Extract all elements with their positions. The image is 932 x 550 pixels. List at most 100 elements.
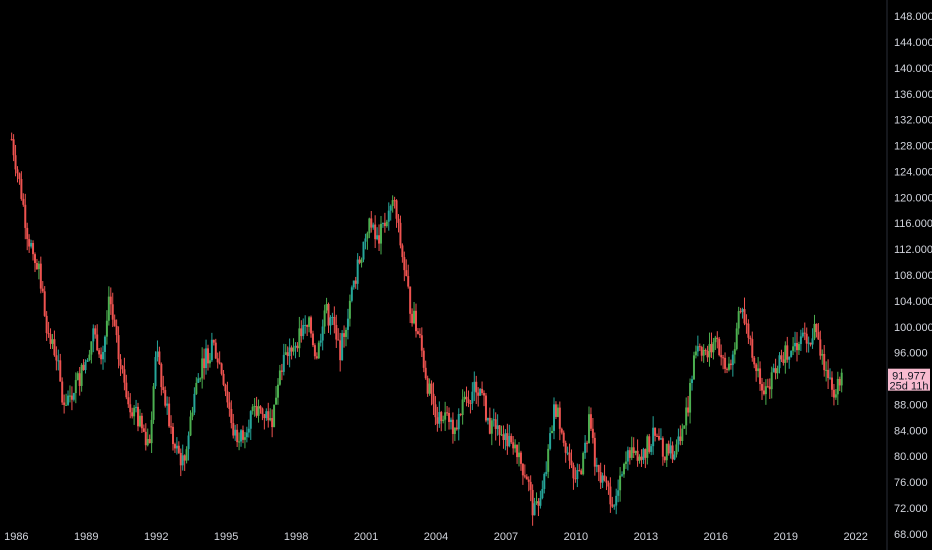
candle xyxy=(125,374,128,400)
candle xyxy=(685,397,688,435)
candle-body xyxy=(187,435,190,450)
candle-body xyxy=(119,359,122,366)
candle-body xyxy=(448,413,451,422)
candle-body xyxy=(131,412,134,417)
candle xyxy=(836,371,839,406)
candle xyxy=(86,358,89,363)
current-price-tag: 91.977 25d 11h xyxy=(888,368,930,393)
candle-body xyxy=(57,360,60,362)
candle xyxy=(619,467,622,502)
candle-body xyxy=(751,339,754,358)
candle-body xyxy=(339,340,342,361)
candle xyxy=(663,456,666,463)
candle-body xyxy=(224,384,227,392)
candle-body xyxy=(401,245,404,258)
candle-body xyxy=(605,480,608,483)
candle-body xyxy=(788,356,791,360)
candle xyxy=(121,365,124,374)
candle-body xyxy=(278,370,281,385)
candle xyxy=(26,222,29,251)
candle-body xyxy=(667,443,670,454)
candle-body xyxy=(584,442,587,454)
candle xyxy=(286,346,289,365)
candle xyxy=(477,387,480,407)
candle-body xyxy=(243,437,246,440)
candle xyxy=(49,328,52,350)
candle xyxy=(683,425,686,429)
candle xyxy=(57,349,60,371)
candle xyxy=(451,412,454,444)
candle-body xyxy=(61,381,64,403)
candle xyxy=(829,368,832,380)
candle-body xyxy=(473,381,476,392)
candle xyxy=(459,413,462,417)
candle-body xyxy=(208,360,211,364)
candle xyxy=(199,377,202,382)
candle-body xyxy=(753,357,756,365)
candle xyxy=(759,361,762,391)
candle-body xyxy=(735,328,738,350)
candle-body xyxy=(127,397,130,405)
candle xyxy=(665,443,668,468)
candle xyxy=(529,475,532,502)
candle xyxy=(241,425,244,444)
candle xyxy=(376,227,379,241)
candle xyxy=(819,330,822,360)
candle-body xyxy=(593,437,596,467)
candle-body xyxy=(226,391,229,403)
candle-body xyxy=(486,417,489,421)
candle xyxy=(741,307,744,319)
candle xyxy=(634,450,637,456)
candle xyxy=(667,440,670,456)
candle xyxy=(446,406,449,416)
candle xyxy=(436,406,439,432)
candle xyxy=(504,429,507,451)
candle xyxy=(790,350,793,358)
candle xyxy=(726,367,729,374)
candle xyxy=(210,332,213,362)
candle-body xyxy=(677,436,680,445)
candle-body xyxy=(164,390,167,406)
candle-body xyxy=(801,332,804,337)
candle xyxy=(418,328,421,339)
candle xyxy=(797,341,800,355)
candle-body xyxy=(453,427,456,434)
candle-body xyxy=(261,408,264,415)
time-axis[interactable]: 1986 1989 1992 1995 1998 2001 2004 2007 2010 2013… xyxy=(4,531,868,543)
candle xyxy=(325,297,328,314)
candle-body xyxy=(622,463,625,475)
candle-body xyxy=(807,342,810,344)
candle-body xyxy=(665,443,668,461)
candle xyxy=(558,401,561,441)
candle xyxy=(494,412,497,441)
candle-body xyxy=(718,339,721,356)
candle-body xyxy=(782,359,785,363)
candle-body xyxy=(436,417,439,424)
candle-body xyxy=(294,345,297,348)
candle xyxy=(323,304,326,334)
candle xyxy=(815,323,818,338)
candle xyxy=(747,319,750,344)
candle-body xyxy=(168,403,171,427)
candle-body xyxy=(366,233,369,239)
candle xyxy=(257,399,260,423)
candle xyxy=(714,335,717,350)
candle-body xyxy=(628,450,631,458)
candle-body xyxy=(451,419,454,434)
candle-body xyxy=(364,238,367,242)
candle xyxy=(381,222,384,228)
candle-body xyxy=(238,441,241,443)
price-tick-label: 116.000 xyxy=(894,218,932,230)
candle-body xyxy=(271,418,274,428)
candle-body xyxy=(115,325,118,336)
candle-body xyxy=(78,373,81,386)
candle xyxy=(238,432,241,451)
price-axis[interactable]: 68.00072.00076.00080.00084.00088.00092.0… xyxy=(894,11,932,541)
candle xyxy=(506,423,509,455)
candle-body xyxy=(609,486,612,505)
candle-body xyxy=(589,414,592,429)
candle xyxy=(751,331,754,362)
candle-body xyxy=(67,395,70,405)
price-tick-label: 148.000 xyxy=(894,11,932,23)
